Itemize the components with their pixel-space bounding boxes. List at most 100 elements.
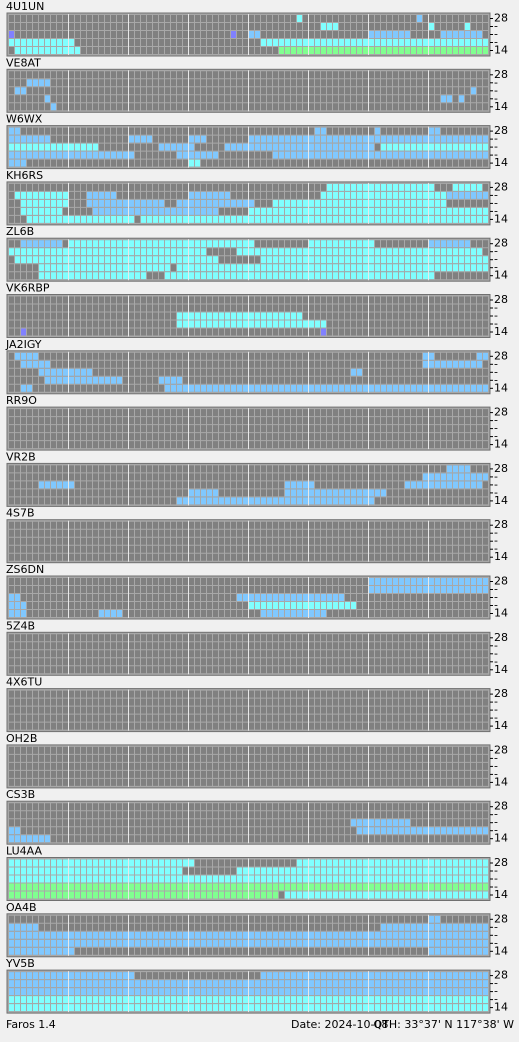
signal-cell [303, 996, 308, 1004]
signal-cell [435, 859, 440, 867]
signal-cell [327, 191, 332, 199]
signal-cell [195, 191, 200, 199]
signal-cell [459, 891, 464, 899]
signal-cell [273, 883, 278, 891]
signal-cell [81, 996, 86, 1004]
signal-cell [255, 867, 260, 875]
signal-cell [435, 47, 440, 54]
signal-cell [159, 883, 164, 891]
signal-cell [363, 248, 368, 256]
signal-cell [459, 473, 464, 481]
signal-cell [33, 47, 38, 54]
signal-cell [165, 248, 170, 256]
signal-cell [333, 23, 338, 30]
signal-cell [327, 939, 332, 947]
signal-cell [159, 867, 164, 875]
signal-cell [261, 996, 266, 1004]
signal-cell [255, 135, 260, 143]
signal-cell [195, 980, 200, 988]
signal-cell [225, 996, 230, 1004]
signal-cell [63, 891, 68, 899]
signal-cell [135, 859, 140, 867]
signal-cell [405, 931, 410, 939]
signal-cell [477, 248, 482, 256]
signal-cell [141, 859, 146, 867]
signal-cell [27, 875, 32, 883]
signal-cell [381, 248, 386, 256]
signal-cell [33, 39, 38, 46]
signal-cell [459, 360, 464, 368]
signal-cell [423, 135, 428, 143]
signal-cell [369, 859, 374, 867]
signal-cell [297, 264, 302, 272]
signal-cell [441, 891, 446, 899]
signal-cell [315, 602, 320, 609]
signal-cell [321, 320, 326, 328]
signal-cell [393, 272, 398, 280]
signal-cell [393, 867, 398, 875]
signal-cell [63, 368, 68, 376]
signal-cell [315, 594, 320, 601]
signal-cell [471, 384, 476, 392]
signal-cell [333, 191, 338, 199]
signal-cell [279, 875, 284, 883]
signal-cell [99, 272, 104, 280]
signal-cell [363, 1004, 368, 1012]
signal-cell [483, 256, 488, 264]
signal-cell [393, 883, 398, 891]
signal-cell [483, 996, 488, 1004]
band-label: - [494, 534, 498, 547]
signal-cell [351, 819, 356, 827]
signal-cell [363, 191, 368, 199]
signal-cell [339, 1004, 344, 1012]
signal-cell [321, 328, 326, 336]
signal-cell [207, 256, 212, 264]
signal-cell [147, 867, 152, 875]
signal-cell [471, 1004, 476, 1012]
signal-cell [81, 240, 86, 248]
signal-cell [93, 143, 98, 151]
signal-cell [189, 191, 194, 199]
signal-cell [39, 972, 44, 980]
signal-cell [447, 867, 452, 875]
signal-cell [375, 384, 380, 392]
signal-cell [405, 151, 410, 159]
signal-cell [159, 891, 164, 899]
signal-cell [153, 1004, 158, 1012]
signal-cell [237, 272, 242, 280]
signal-cell [201, 272, 206, 280]
signal-cell [45, 368, 50, 376]
signal-cell [267, 980, 272, 988]
signal-cell [477, 47, 482, 54]
signal-cell [339, 939, 344, 947]
signal-cell [273, 312, 278, 320]
signal-cell [81, 988, 86, 996]
signal-cell [15, 256, 20, 264]
signal-cell [69, 972, 74, 980]
signal-cell [21, 988, 26, 996]
signal-cell [381, 199, 386, 207]
signal-cell [465, 972, 470, 980]
band-label: - [494, 808, 498, 821]
signal-cell [453, 883, 458, 891]
signal-cell [45, 835, 50, 843]
signal-cell [189, 240, 194, 248]
signal-cell [369, 248, 374, 256]
signal-cell [237, 980, 242, 988]
signal-cell [339, 891, 344, 899]
station-name: VR2B [6, 450, 36, 463]
signal-cell [357, 199, 362, 207]
signal-cell [51, 272, 56, 280]
band-label: 28 [494, 743, 508, 756]
signal-cell [225, 931, 230, 939]
signal-cell [411, 191, 416, 199]
signal-cell [99, 859, 104, 867]
signal-cell [15, 947, 20, 955]
signal-cell [87, 972, 92, 980]
signal-cell [15, 47, 20, 54]
signal-cell [33, 939, 38, 947]
signal-cell [339, 931, 344, 939]
signal-cell [441, 95, 446, 103]
signal-cell [69, 368, 74, 376]
signal-cell [303, 264, 308, 272]
